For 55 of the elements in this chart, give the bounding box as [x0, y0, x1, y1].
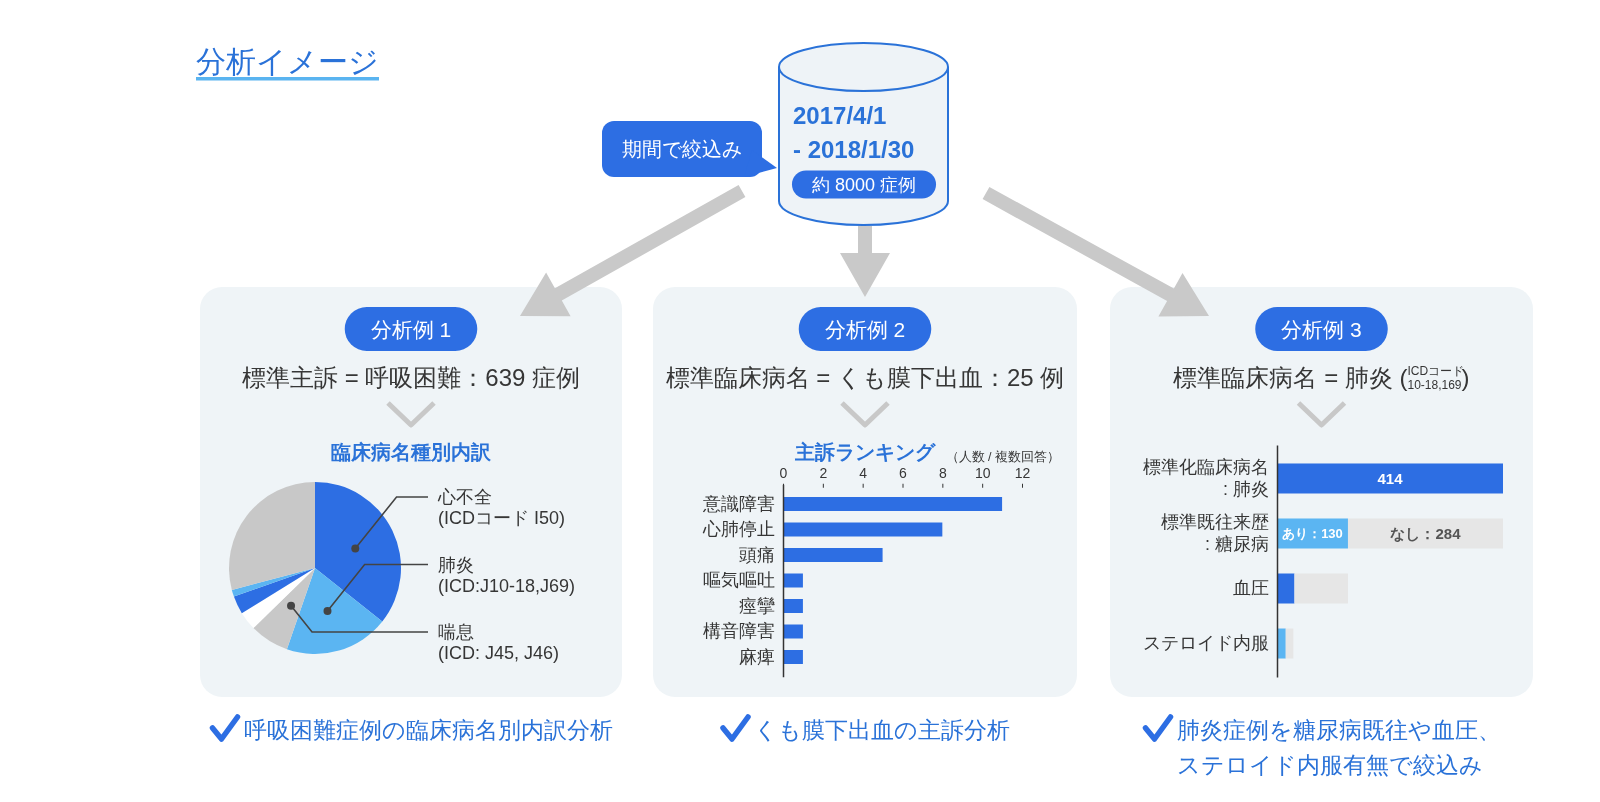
y-tick-label: 痙攣	[739, 595, 775, 616]
y-tick-label: 頭痛	[739, 544, 775, 565]
text: 分析イメージ	[196, 45, 379, 78]
text: 主訴ランキング	[794, 441, 936, 463]
x-tick-label: 12	[1014, 464, 1031, 481]
bar	[1294, 573, 1348, 604]
y-tick-label: 標準化臨床病名 : 肺炎	[1143, 457, 1269, 500]
x-tick-label: 10	[974, 464, 991, 481]
bar	[783, 599, 803, 613]
pie-slice	[241, 568, 315, 629]
x-tick-label: 6	[899, 464, 908, 481]
text: 期間で絞込み	[621, 138, 742, 160]
bar	[783, 650, 803, 664]
y-tick-label: 構音障害	[703, 621, 775, 642]
pie-slice	[315, 482, 401, 622]
x-tick-label: 0	[779, 464, 788, 481]
text: 臨床病名種別内訳	[331, 441, 492, 463]
pie-slice	[233, 568, 315, 614]
bar	[1277, 573, 1295, 604]
y-tick-label: 意識障害	[702, 493, 775, 514]
bar	[783, 497, 1003, 511]
slice-label: 肺炎 (ICD:J10-18,J69)	[438, 554, 576, 596]
chart-subtitle: 標準臨床病名 = 肺炎 ($^{ICDコード}$$_{10-18,169}$)	[1173, 364, 1470, 392]
data-label: あり：130	[1282, 526, 1343, 541]
chart-subtitle: 標準臨床病名 = くも膜下出血：25 例	[665, 364, 1065, 391]
text: 2017/4/1	[793, 102, 887, 129]
bar	[1277, 463, 1503, 494]
y-tick-label: 嘔気嘔吐	[703, 570, 775, 591]
data-label: 414	[1377, 469, 1404, 487]
chart-subtitle: 標準主訴 = 呼吸困難：639 症例	[241, 364, 581, 391]
chart-title: 分析例 2	[824, 317, 906, 341]
text: - 2018/1/30	[793, 136, 915, 163]
bar	[783, 522, 943, 537]
chart-title: 分析例 1	[370, 317, 452, 341]
text: 約 8000 症例	[811, 175, 917, 195]
y-tick-label: 麻痺	[739, 646, 775, 667]
text: 肺炎症例を糖尿病既往や血圧、ステロイド内服有無で絞込み	[1176, 717, 1501, 778]
x-tick-label: 2	[819, 464, 828, 481]
x-tick-label: 4	[859, 464, 868, 481]
y-tick-label: 血圧	[1233, 578, 1269, 599]
y-tick-label: ステロイド内服	[1143, 633, 1269, 654]
chart-title: 分析例 3	[1281, 317, 1362, 341]
x-tick-label: 8	[938, 464, 947, 481]
bar	[783, 548, 883, 562]
text: くも膜下出血の主訴分析	[754, 717, 1010, 743]
bar	[1285, 628, 1294, 659]
slice-label: 心不全 (ICDコード I50)	[437, 487, 566, 528]
slice-label: 喘息 (ICD: J45, J46)	[438, 622, 560, 663]
bar	[1347, 518, 1503, 549]
x-axis-title: （人数 / 複数回答）	[945, 450, 1060, 465]
y-tick-label: 心肺停止	[702, 519, 775, 540]
y-tick-label: 標準既往来歴 : 糖尿病	[1161, 512, 1269, 555]
bar	[1277, 628, 1286, 659]
text: 呼吸困難症例の臨床病名別内訳分析	[243, 717, 613, 743]
data-label: なし：284	[1390, 525, 1462, 542]
